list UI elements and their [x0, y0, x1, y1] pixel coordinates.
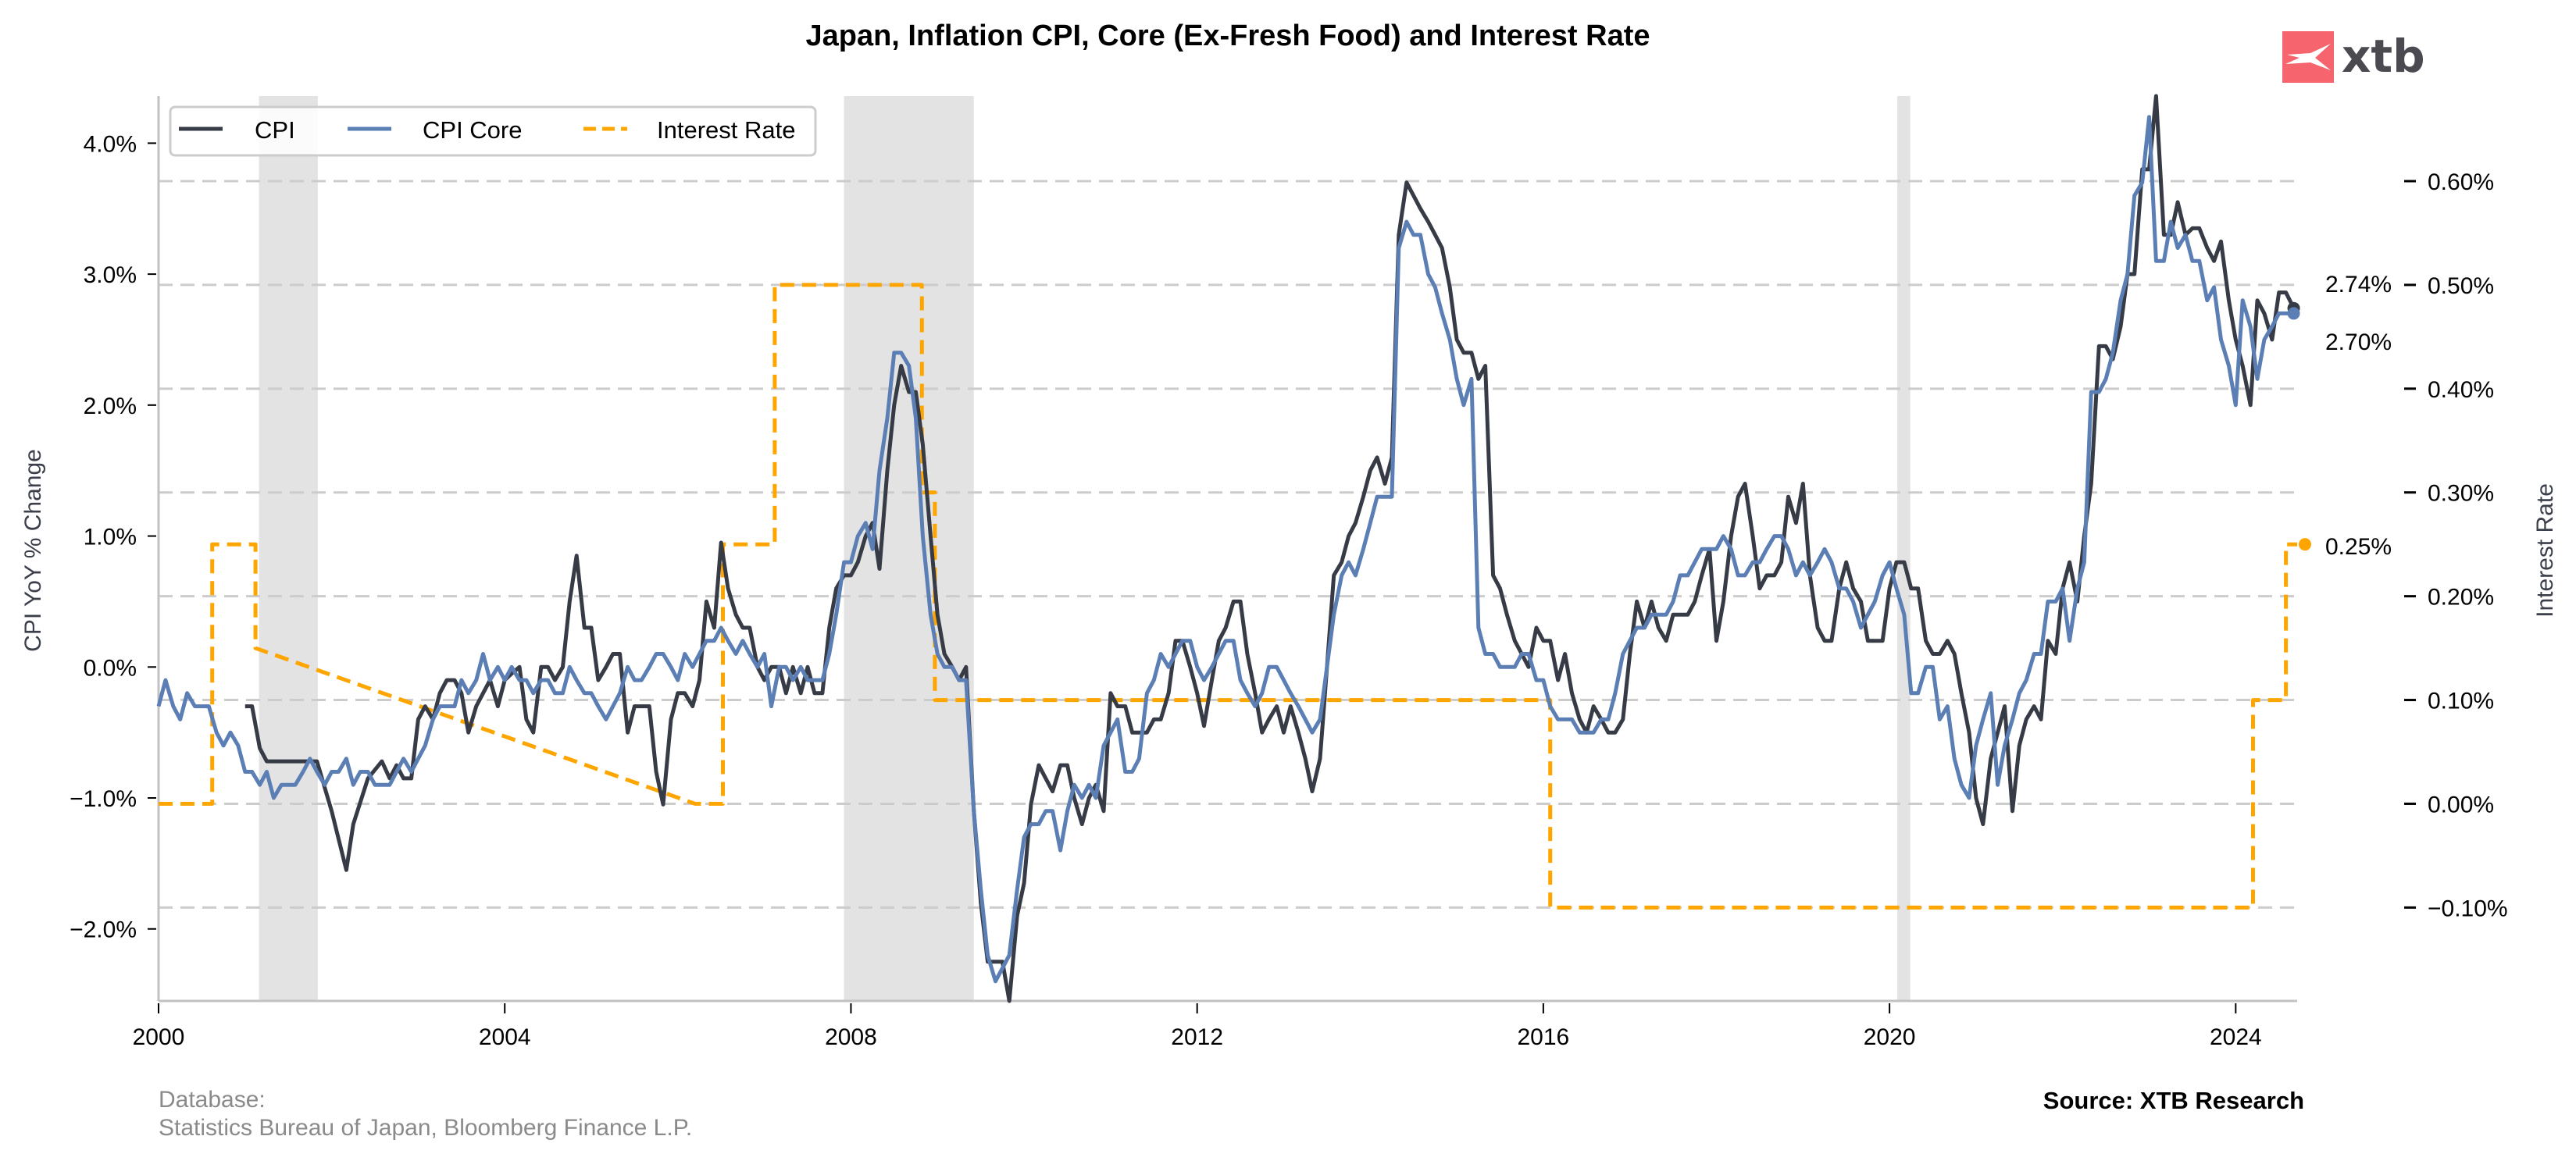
database-sources: Statistics Bureau of Japan, Bloomberg Fi…: [159, 1115, 692, 1141]
source-credit: Source: XTB Research: [2043, 1087, 2304, 1114]
y-tick-label: 0.0%: [84, 655, 137, 681]
y-tick-label: 2.0%: [84, 394, 137, 419]
y-tick-label: 4.0%: [84, 131, 137, 157]
legend-box: [169, 105, 817, 157]
x-tick-label: 2000: [133, 1024, 185, 1050]
y2-tick-label: 0.10%: [2428, 689, 2494, 714]
shaded-period: [259, 96, 318, 1001]
y2-tick-label: −0.10%: [2428, 896, 2508, 921]
database-label: Database:: [159, 1087, 266, 1113]
y2-tick-label: 0.40%: [2428, 377, 2494, 403]
y2-tick-label: 0.50%: [2428, 273, 2494, 299]
end-markers: 2.74% 2.70% 0.25%: [2287, 272, 2392, 560]
x-tick-label: 2012: [1171, 1024, 1223, 1050]
end-label-interest-rate: 0.25%: [2325, 534, 2392, 560]
xtb-logo: xtb: [2282, 30, 2425, 83]
x-tick-label: 2016: [1518, 1024, 1570, 1050]
series-lines: [156, 94, 2297, 1003]
xtb-logo-text: xtb: [2342, 30, 2425, 83]
end-marker-interest-rate: [2299, 538, 2311, 551]
gridlines: [159, 180, 2297, 909]
y2-axis-label: Interest Rate: [2532, 483, 2558, 618]
axes: 2000 2004 2008 2012 2016 2020 2024 −2.0% −1.0% 0.…: [70, 96, 2508, 1050]
end-label-cpi: 2.74%: [2325, 272, 2392, 297]
shaded-periods: [259, 96, 1911, 1001]
series-line-interest-rate: [159, 283, 2297, 910]
series-line-cpi: [244, 94, 2296, 1003]
x-tick-label: 2008: [825, 1024, 877, 1050]
x-tick-label: 2020: [1864, 1024, 1916, 1050]
end-label-cpi-core: 2.70%: [2325, 329, 2392, 355]
legend-label-interest-rate: Interest Rate: [657, 116, 795, 144]
y2-tick-label: 0.20%: [2428, 585, 2494, 611]
y-tick-label: −1.0%: [70, 786, 137, 812]
chart-title: Japan, Inflation CPI, Core (Ex-Fresh Foo…: [805, 20, 1650, 52]
legend-label-cpi-core: CPI Core: [423, 116, 522, 144]
legend-item-cpi-core: CPI Core: [348, 116, 522, 144]
legend-label-cpi: CPI: [255, 116, 295, 144]
y-tick-label: 1.0%: [84, 525, 137, 550]
end-marker-cpi-core: [2287, 307, 2300, 320]
y-axis-label: CPI YoY % Change: [20, 449, 46, 652]
legend-item-cpi: CPI: [179, 116, 295, 144]
legend: CPI CPI Core Interest Rate: [169, 105, 817, 157]
y2-tick-label: 0.00%: [2428, 792, 2494, 817]
xtb-logo-x-icon: [2285, 44, 2331, 70]
y-tick-label: −2.0%: [70, 917, 137, 943]
x-tick-label: 2004: [479, 1024, 531, 1050]
x-tick-label: 2024: [2210, 1024, 2262, 1050]
y2-tick-label: 0.60%: [2428, 169, 2494, 195]
shaded-period: [1897, 96, 1911, 1001]
y-tick-label: 3.0%: [84, 262, 137, 288]
y2-tick-label: 0.30%: [2428, 481, 2494, 507]
legend-item-interest-rate: Interest Rate: [583, 116, 795, 144]
shaded-period: [844, 96, 974, 1001]
series-line-cpi-core: [156, 115, 2294, 984]
